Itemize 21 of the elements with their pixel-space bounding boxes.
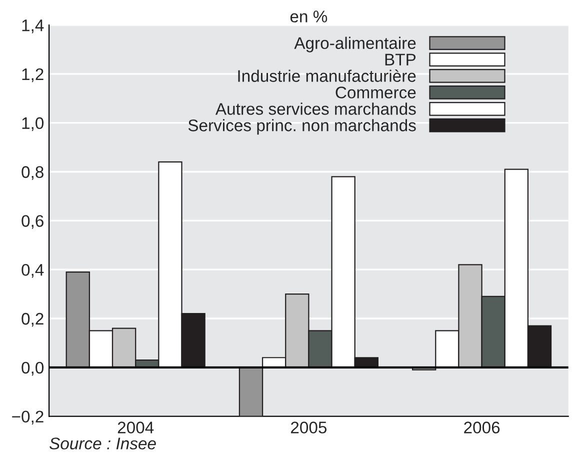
x-tick-label: 2005 — [290, 422, 327, 434]
chart-title: en % — [290, 10, 328, 22]
y-tick-label: 1,4 — [22, 20, 44, 34]
source-note: Source : Insee — [50, 438, 156, 450]
y-tick-label: 0,2 — [22, 312, 44, 327]
legend-label: Agro-alimentaire — [294, 36, 416, 52]
x-tick-label: 2004 — [118, 422, 154, 434]
legend-label: BTP — [385, 54, 416, 66]
legend-label: Industrie manufacturière — [238, 70, 416, 82]
y-tick-label: 0,6 — [22, 215, 44, 229]
legend-label: Autres services marchands — [215, 102, 416, 115]
bar — [238, 366, 264, 416]
y-tick-label: 1,2 — [22, 68, 44, 82]
legend-label: Services princ. non marchands — [188, 119, 416, 135]
legend-label: Commerce — [336, 86, 416, 98]
y-tick-label: −0,2 — [12, 410, 44, 424]
y-tick-label: 0,8 — [22, 166, 44, 180]
x-tick-label: 2006 — [464, 422, 500, 434]
y-tick-label: 1,0 — [22, 117, 44, 132]
y-tick-label: 0,4 — [22, 264, 44, 278]
y-tick-label: 0,0 — [22, 362, 44, 376]
